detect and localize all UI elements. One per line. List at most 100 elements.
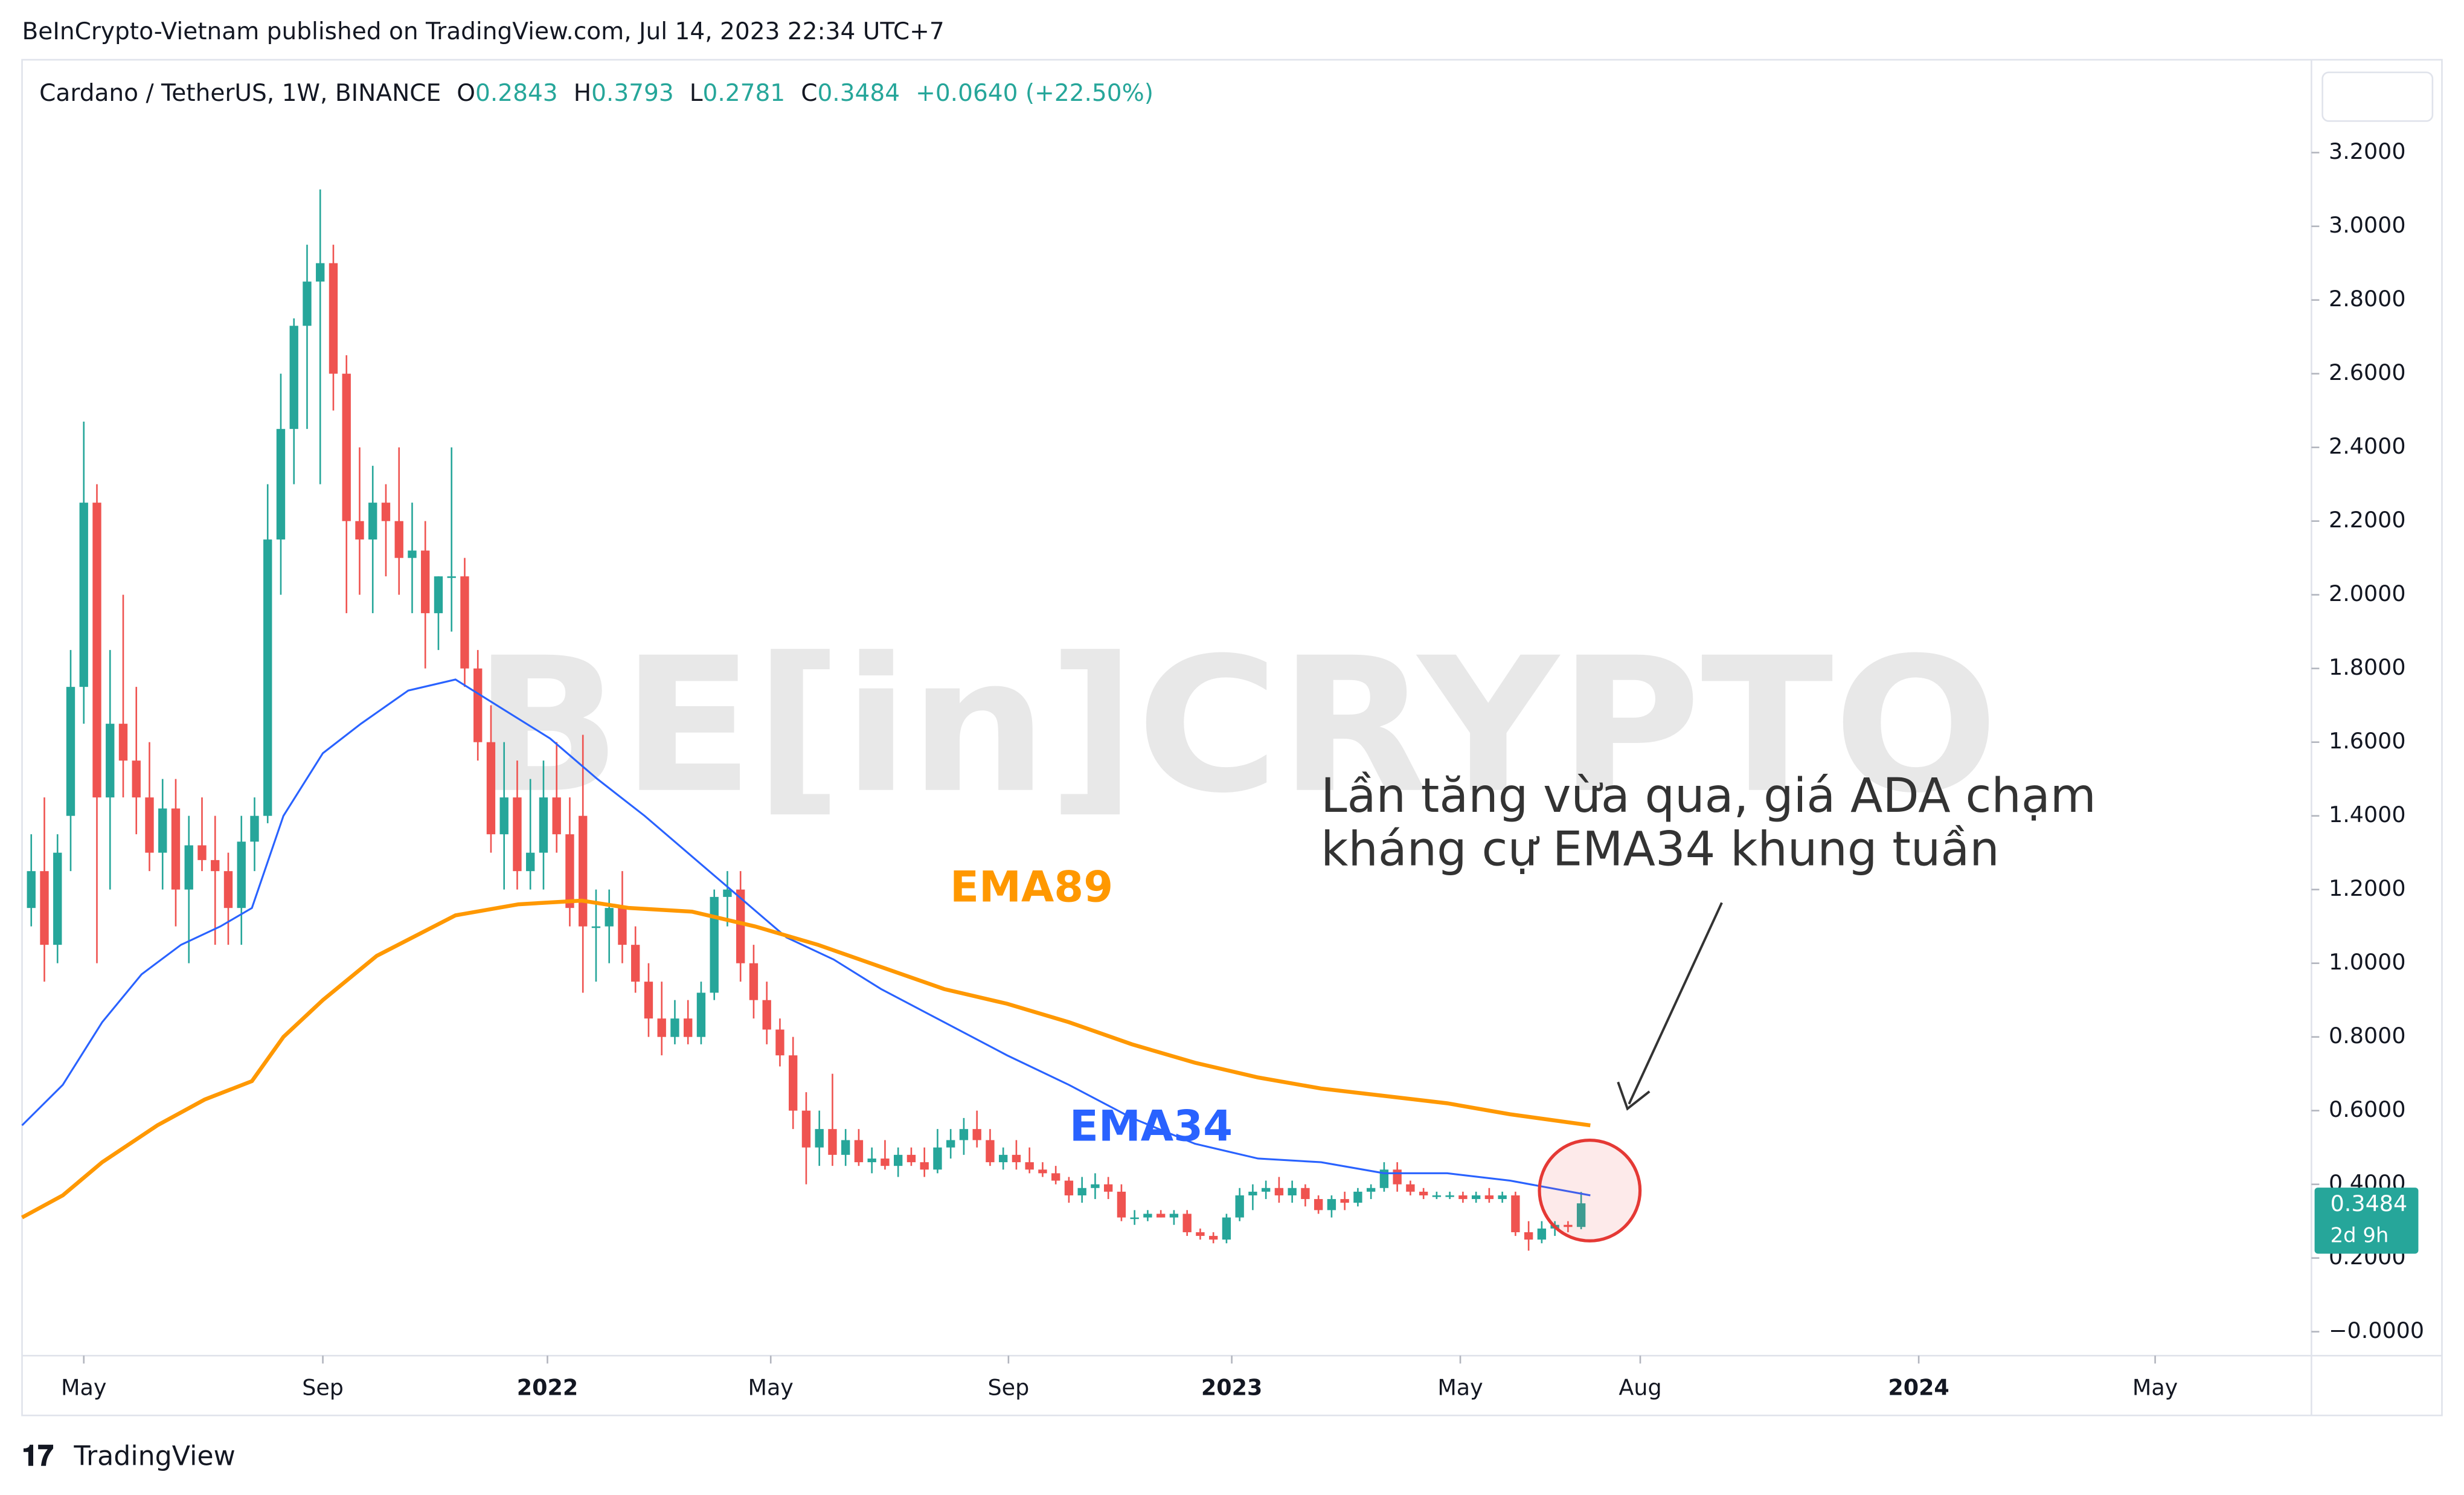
y-tick-label: 3.0000 [2329, 212, 2406, 238]
header: BeInCrypto-Vietnam published on TradingV… [22, 18, 945, 45]
candle-body [591, 926, 601, 928]
candle-body [1051, 1173, 1060, 1181]
candle-body [854, 1140, 864, 1163]
candle-body [223, 871, 233, 908]
candle-body [1327, 1199, 1336, 1210]
x-tick-label: May [61, 1374, 106, 1400]
y-tick-label: 1.8000 [2329, 654, 2406, 680]
candle-body [1235, 1195, 1244, 1218]
candle-body [881, 1158, 890, 1166]
candle-body [696, 992, 706, 1037]
candle-body [1156, 1214, 1166, 1218]
legend-title: Cardano / TetherUS, 1W, BINANCE [39, 80, 441, 107]
scale-button[interactable] [2321, 71, 2434, 122]
candle-body [1314, 1199, 1323, 1210]
y-tick-label: 0.6000 [2329, 1096, 2406, 1122]
candle-body [749, 963, 759, 1000]
candle-body [79, 503, 88, 687]
logo: 𝟏𝟕 TradingView [22, 1440, 236, 1473]
candle-body [1445, 1195, 1454, 1197]
candle-body [972, 1129, 981, 1140]
y-tick-label: 1.0000 [2329, 949, 2406, 975]
y-tick-label: 2.0000 [2329, 580, 2406, 606]
candle-body [486, 742, 496, 835]
ema-label: EMA34 [1070, 1101, 1233, 1151]
candle-body [1091, 1184, 1100, 1188]
candle-body [723, 889, 732, 897]
candle-body [1169, 1214, 1179, 1218]
candle-body [1419, 1191, 1428, 1195]
candle-body [736, 889, 745, 963]
x-tick-label: May [1437, 1374, 1483, 1400]
last-price-box [2314, 1188, 2419, 1254]
candle-body [552, 797, 561, 835]
candle-body [1576, 1203, 1586, 1227]
candle-body [1117, 1191, 1126, 1218]
candle-body [946, 1140, 955, 1148]
candle-body [263, 539, 272, 816]
candle-body [1458, 1195, 1468, 1200]
candle-body [933, 1147, 942, 1170]
x-tick-label: May [2132, 1374, 2178, 1400]
candle-body [815, 1129, 824, 1148]
candle-body [1025, 1162, 1034, 1170]
candle-body [158, 808, 167, 853]
candle-body [1261, 1188, 1271, 1192]
candle-body [906, 1154, 916, 1163]
candle-body [1196, 1232, 1205, 1236]
candle-body [710, 896, 719, 993]
candle-body [867, 1158, 876, 1163]
candle-body [1064, 1180, 1074, 1195]
candle-body [998, 1154, 1008, 1163]
ohlc-label: L [690, 80, 703, 107]
candle-body [1498, 1195, 1507, 1200]
candle-body [801, 1110, 811, 1148]
candle-body [1274, 1188, 1284, 1195]
candle-body [789, 1055, 798, 1111]
candle-body [106, 724, 115, 798]
candle-body [53, 852, 62, 945]
candle-body [381, 503, 391, 521]
candle-body [959, 1129, 969, 1140]
candle-body [394, 521, 403, 558]
watermark: BE[in]CRYPTO [473, 619, 1999, 834]
candle-body [118, 724, 128, 761]
candle-body [1301, 1188, 1310, 1200]
x-tick-label: 2022 [517, 1374, 578, 1400]
candle-body [657, 1018, 666, 1037]
candle-body [1511, 1195, 1520, 1232]
x-tick-label: Sep [988, 1374, 1030, 1400]
candle-body [460, 576, 469, 669]
candle-body [276, 429, 286, 540]
y-tick-label: 2.8000 [2329, 286, 2406, 312]
candle-body [355, 521, 364, 540]
candle-body [66, 687, 75, 816]
candle-body [762, 1000, 771, 1030]
y-tick-label: −0.0000 [2329, 1317, 2424, 1343]
candle-body [40, 871, 49, 945]
x-tick-label: May [748, 1374, 794, 1400]
arrow-head [1617, 1081, 1651, 1111]
candle-body [631, 945, 640, 982]
candle-body [197, 845, 207, 860]
y-tick-label: 1.4000 [2329, 802, 2406, 828]
candle-body [828, 1129, 837, 1155]
ema-label: EMA89 [950, 863, 1113, 912]
candle-body [303, 281, 312, 326]
candle-body [1432, 1195, 1442, 1197]
candle-body [473, 668, 483, 742]
candle-body [145, 797, 154, 853]
candle-body [526, 852, 535, 872]
candle-body [289, 326, 298, 429]
candle-body [1537, 1228, 1547, 1240]
candle-body [1564, 1224, 1573, 1227]
legend: Cardano / TetherUS, 1W, BINANCE O0.2843 H0… [39, 80, 1153, 107]
candle-body [775, 1029, 784, 1056]
ohlc-label: O [457, 80, 475, 107]
y-tick-label: 2.6000 [2329, 359, 2406, 385]
candle-body [342, 373, 351, 521]
last-price: 0.3484 [2331, 1191, 2408, 1217]
candle-body [1288, 1188, 1297, 1195]
candle-body [171, 808, 181, 890]
